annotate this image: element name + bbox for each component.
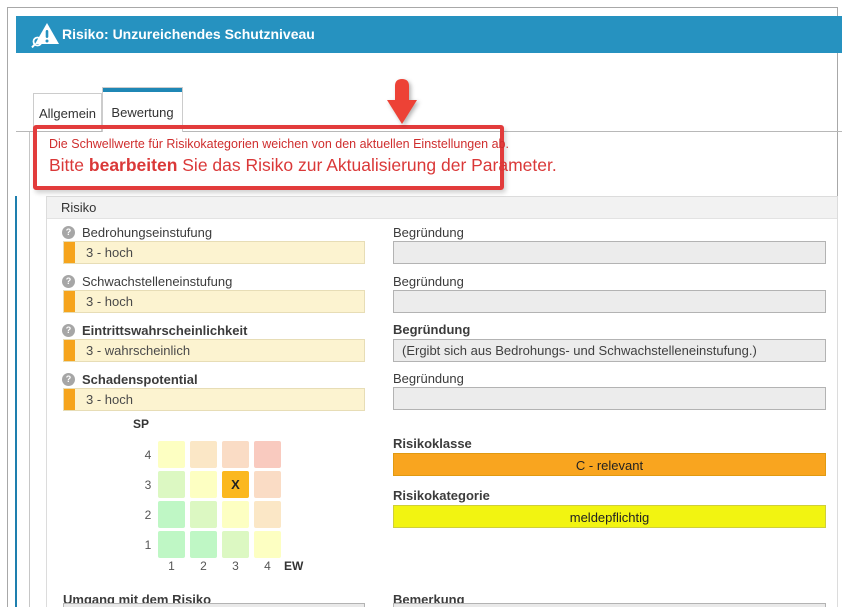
content-panel-left-border xyxy=(29,132,30,607)
matrix-cell xyxy=(190,471,217,498)
matrix-cell xyxy=(254,501,281,528)
matrix-cell xyxy=(222,531,249,558)
matrix-cell xyxy=(190,501,217,528)
matrix-cell xyxy=(158,471,185,498)
matrix-marker: X xyxy=(231,477,240,492)
matrix-row-label: 3 xyxy=(144,478,152,492)
risikoklasse-value-bar: C - relevant xyxy=(393,453,826,476)
warning-annotation-box: Die Schwellwerte für Risikokategorien we… xyxy=(33,125,557,190)
annotation-arrow-down-icon xyxy=(387,79,417,124)
risikokategorie-value: meldepflichtig xyxy=(569,510,650,525)
schaden-accent-bar xyxy=(64,389,75,410)
bedrohung-select[interactable]: 3 - hoch xyxy=(63,241,365,264)
window-left-blue-edge xyxy=(15,196,17,607)
matrix-row-label: 4 xyxy=(144,448,152,462)
matrix-cell xyxy=(254,531,281,558)
begruendung-input-3[interactable] xyxy=(393,339,826,362)
matrix-cell xyxy=(190,441,217,468)
risiko-section-header: Risiko xyxy=(47,197,837,219)
schwachstellen-accent-bar xyxy=(64,291,75,312)
matrix-cell xyxy=(158,501,185,528)
matrix-cell xyxy=(158,531,185,558)
schwachstellen-label: Schwachstelleneinstufung xyxy=(82,274,233,289)
eintritt-select[interactable]: 3 - wahrscheinlich xyxy=(63,339,365,362)
schaden-label: Schadenspotential xyxy=(82,372,198,387)
matrix-col-label: 4 xyxy=(264,559,271,573)
bemerkung-input[interactable] xyxy=(393,603,826,607)
risk-dialog-window: Risiko: Unzureichendes Schutzniveau Allg… xyxy=(7,7,842,607)
warning-line-2: Bitte bearbeiten Sie das Risiko zur Aktu… xyxy=(49,155,557,176)
risikokategorie-label: Risikokategorie xyxy=(393,488,490,503)
matrix-col-label: 3 xyxy=(232,559,239,573)
begruendung-label-4: Begründung xyxy=(393,371,464,386)
help-icon[interactable]: ? xyxy=(62,324,75,337)
begruendung-label-3: Begründung xyxy=(393,322,471,337)
begruendung-label-1: Begründung xyxy=(393,225,464,240)
matrix-row-label: 2 xyxy=(144,508,152,522)
tab-bewertung-label: Bewertung xyxy=(111,105,174,120)
matrix-x-axis-label: EW xyxy=(284,559,304,573)
begruendung-input-1[interactable] xyxy=(393,241,826,264)
matrix-cell xyxy=(222,441,249,468)
dialog-title: Risiko: Unzureichendes Schutzniveau xyxy=(62,26,315,42)
matrix-cell xyxy=(254,471,281,498)
eintritt-label: Eintrittswahrscheinlichkeit xyxy=(82,323,248,338)
tab-strip-divider xyxy=(16,131,842,132)
risikoklasse-label: Risikoklasse xyxy=(393,436,472,451)
help-icon[interactable]: ? xyxy=(62,373,75,386)
bedrohung-label: Bedrohungseinstufung xyxy=(82,225,213,240)
tab-bewertung[interactable]: Bewertung xyxy=(102,87,183,132)
warning-line-1: Die Schwellwerte für Risikokategorien we… xyxy=(49,137,509,151)
begruendung-input-4[interactable] xyxy=(393,387,826,410)
matrix-cell xyxy=(254,441,281,468)
eintritt-value: 3 - wahrscheinlich xyxy=(86,343,191,358)
schwachstellen-select[interactable]: 3 - hoch xyxy=(63,290,365,313)
matrix-cell-marked: X xyxy=(222,471,249,498)
bedrohung-value: 3 - hoch xyxy=(86,245,133,260)
matrix-row-label: 1 xyxy=(144,538,152,552)
matrix-col-label: 1 xyxy=(168,559,175,573)
help-icon[interactable]: ? xyxy=(62,226,75,239)
matrix-y-axis-label: SP xyxy=(133,417,150,431)
schaden-select[interactable]: 3 - hoch xyxy=(63,388,365,411)
matrix-cell xyxy=(158,441,185,468)
dialog-titlebar: Risiko: Unzureichendes Schutzniveau xyxy=(16,16,842,53)
risk-warning-magnifier-icon xyxy=(31,23,59,49)
risikoklasse-value: C - relevant xyxy=(575,458,644,473)
schaden-value: 3 - hoch xyxy=(86,392,133,407)
warning-line-2-post: Sie das Risiko zur Aktualisierung der Pa… xyxy=(177,155,557,175)
schwachstellen-value: 3 - hoch xyxy=(86,294,133,309)
risikokategorie-value-bar: meldepflichtig xyxy=(393,505,826,528)
matrix-cell xyxy=(222,501,249,528)
matrix-cell xyxy=(190,531,217,558)
help-icon[interactable]: ? xyxy=(62,275,75,288)
eintritt-accent-bar xyxy=(64,340,75,361)
begruendung-label-2: Begründung xyxy=(393,274,464,289)
active-tab-accent-bar xyxy=(103,88,182,92)
begruendung-input-2[interactable] xyxy=(393,290,826,313)
umgang-select[interactable] xyxy=(63,603,365,607)
bedrohung-accent-bar xyxy=(64,242,75,263)
warning-line-2-pre: Bitte xyxy=(49,155,89,175)
matrix-col-label: 2 xyxy=(200,559,207,573)
warning-line-2-bold: bearbeiten xyxy=(88,155,178,175)
